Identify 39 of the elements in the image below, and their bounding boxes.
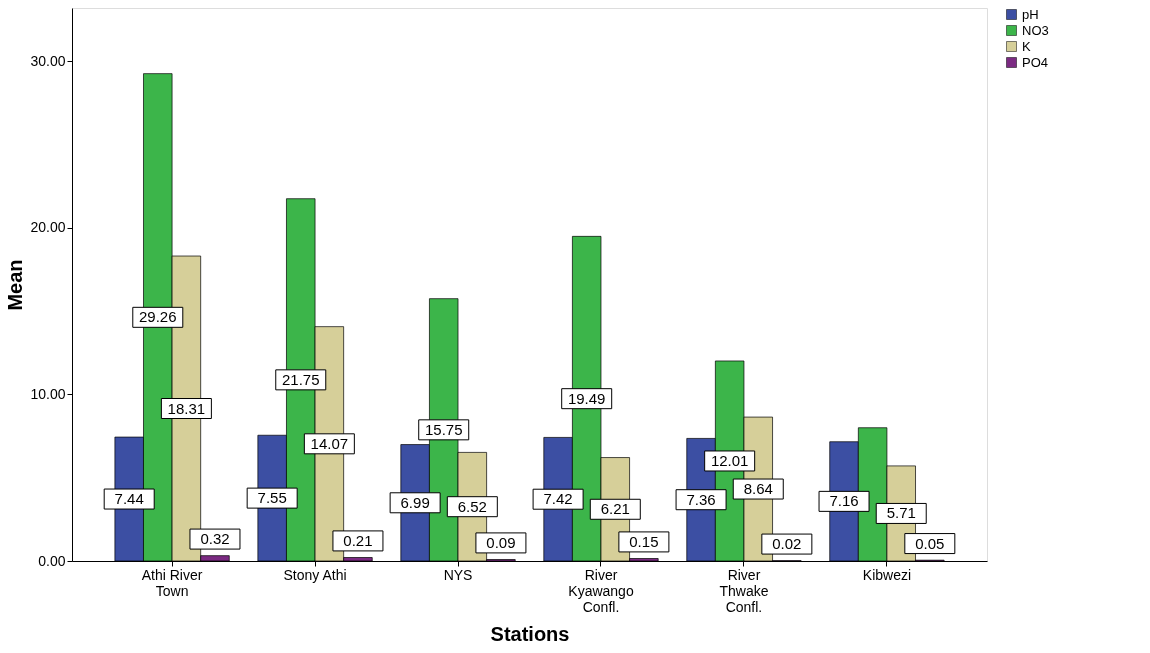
x-tick-label: River Kyawango Confl. xyxy=(568,566,634,615)
x-tick-label: Stony Athi xyxy=(283,566,347,583)
text: 6.21 xyxy=(600,500,630,518)
text: 0.21 xyxy=(343,531,373,549)
text: 7.36 xyxy=(686,490,716,508)
text: 6.99 xyxy=(400,493,430,511)
legend-label: NO3 xyxy=(1022,22,1049,38)
text: 29.26 xyxy=(139,308,177,326)
text: 7.16 xyxy=(829,492,859,510)
text: 14.07 xyxy=(310,434,349,452)
text: 0.02 xyxy=(772,535,802,553)
y-tick-label: 0.00 xyxy=(38,552,66,569)
y-tick-label: 20.00 xyxy=(30,219,66,236)
text: 7.42 xyxy=(543,490,573,508)
text: 15.75 xyxy=(424,420,463,438)
text: 7.55 xyxy=(257,489,287,507)
text: 12.01 xyxy=(710,451,749,469)
text: 19.49 xyxy=(567,389,606,407)
x-tick-label: NYS xyxy=(443,566,473,583)
x-tick-label: Athi River Town xyxy=(141,566,203,599)
legend-label: K xyxy=(1022,38,1031,54)
text: 18.31 xyxy=(167,399,206,417)
text: 5.71 xyxy=(886,504,916,522)
text: 6.52 xyxy=(457,497,487,515)
text: 8.64 xyxy=(743,480,773,498)
x-tick-label: River Thwake Confl. xyxy=(719,566,769,615)
y-tick-label: 30.00 xyxy=(30,52,66,69)
text: 0.32 xyxy=(200,530,230,548)
x-tick-label: Kibwezi xyxy=(862,566,912,583)
y-tick-label: 10.00 xyxy=(30,385,66,402)
legend-label: pH xyxy=(1022,6,1039,22)
x-axis-title: Stations xyxy=(490,622,570,645)
text: 21.75 xyxy=(281,370,320,388)
text: 0.05 xyxy=(915,534,945,552)
text: 0.15 xyxy=(629,532,659,550)
text: 0.09 xyxy=(486,533,516,551)
legend-label: PO4 xyxy=(1022,54,1049,70)
text: 7.44 xyxy=(114,490,144,508)
y-axis-title: Mean xyxy=(4,259,27,311)
